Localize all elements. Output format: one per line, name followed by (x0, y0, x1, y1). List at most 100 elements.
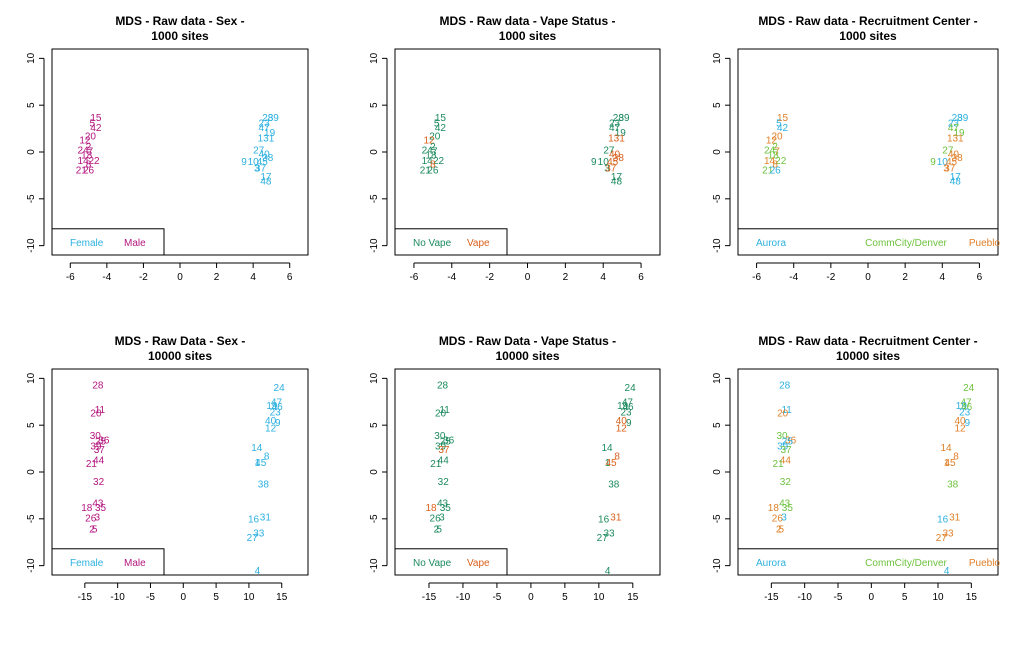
data-point-label: 10 (598, 157, 610, 168)
data-point-label: 27 (247, 533, 259, 544)
data-point-label: 3 (604, 163, 610, 174)
data-point-label: 14 (251, 443, 263, 454)
legend-entry: Female (70, 558, 104, 569)
data-point-label: 23 (959, 408, 971, 419)
data-point-label: 17 (260, 172, 272, 183)
data-point-label: 35 (95, 503, 107, 514)
data-point-label: 23 (948, 118, 960, 129)
y-tick-label: -10 (369, 558, 380, 573)
chart-panel-2: MDS - Raw data - Vape Status -1000 sites… (369, 14, 661, 283)
data-point-label: 46 (272, 402, 284, 413)
data-point-label: 18 (425, 150, 437, 161)
x-tick-label: 4 (250, 272, 256, 283)
chart-title: MDS - Raw data - Recruitment Center - (758, 14, 977, 28)
data-point-label: 37 (780, 445, 792, 456)
data-point-label: 21 (86, 459, 98, 470)
legend-box (394, 548, 508, 576)
data-point-label: 5 (776, 118, 782, 129)
data-point-label: 20 (771, 132, 783, 143)
data-point-label: 5 (436, 525, 442, 536)
data-point-label: 1 (605, 458, 611, 469)
plot-frame (51, 368, 309, 576)
data-point-label: 45 (607, 157, 619, 168)
data-point-label: 32 (780, 477, 792, 488)
x-tick-label: -2 (139, 272, 148, 283)
legend-entry: No Vape (413, 238, 452, 249)
chart-subtitle: 10000 sites (836, 349, 900, 363)
data-point-label: 4 (605, 566, 611, 577)
legend-entry: Vape (467, 558, 490, 569)
data-point-label: 9 (626, 418, 632, 429)
x-tick-label: 2 (214, 272, 220, 283)
data-point-label: 23 (270, 408, 282, 419)
x-tick-label: -2 (485, 272, 494, 283)
data-point-label: 26 (772, 513, 784, 524)
data-point-label: 21 (772, 459, 784, 470)
data-point-label: 3 (943, 163, 949, 174)
x-tick-label: 0 (528, 592, 534, 603)
data-point-label: 15 (777, 113, 789, 124)
legend-entry: Male (124, 238, 146, 249)
x-tick-label: 0 (177, 272, 183, 283)
data-point-label: 131 (258, 133, 275, 144)
data-point-label: 43 (437, 498, 449, 509)
y-tick-label: 5 (369, 422, 380, 428)
legend-box (51, 228, 165, 256)
x-tick-label: 0 (869, 592, 875, 603)
data-point-label: 131 (608, 133, 625, 144)
data-point-label: 28 (613, 113, 625, 124)
data-point-label: 19 (266, 401, 278, 412)
data-point-label: 14 (601, 443, 613, 454)
data-point-label: 27 (936, 533, 948, 544)
y-tick-label: 0 (712, 149, 723, 155)
x-tick-label: 15 (627, 592, 639, 603)
x-tick-label: 10 (243, 592, 255, 603)
y-tick-label: -5 (369, 194, 380, 203)
data-point-label: 11 (95, 405, 106, 416)
x-tick-label: -15 (422, 592, 437, 603)
data-point-label: 19 (264, 128, 276, 139)
data-point-label: 33 (942, 528, 954, 539)
x-tick-label: -6 (66, 272, 75, 283)
x-tick-label: 15 (966, 592, 978, 603)
y-tick-label: -10 (26, 558, 37, 573)
data-point-label: 3 (781, 512, 787, 523)
data-point-label: 40 (616, 416, 628, 427)
data-point-label: 21 (762, 165, 774, 176)
data-point-label: 27 (603, 146, 615, 157)
data-point-label: 22 (88, 156, 100, 167)
legend-box (394, 228, 508, 256)
data-point-label: 19 (615, 128, 627, 139)
data-point-label: 8 (86, 160, 92, 171)
x-tick-label: 15 (276, 592, 288, 603)
data-point-label: 3 (439, 512, 445, 523)
data-point-label: 31 (610, 512, 622, 523)
chart-panel-1: MDS - Raw data - Sex -1000 sites -6 -4 -2 0 2… (26, 14, 309, 283)
data-point-label: 7 (774, 147, 780, 158)
y-tick-label: 0 (26, 469, 37, 475)
data-point-label: 26 (430, 513, 442, 524)
data-point-label: 30 (776, 431, 788, 442)
data-point-label: 42 (777, 123, 789, 134)
x-tick-label: 6 (287, 272, 293, 283)
data-point-label: 30 (90, 431, 102, 442)
chart-subtitle: 1000 sites (839, 29, 897, 43)
data-point-label: 23 (609, 118, 621, 129)
x-tick-label: -4 (447, 272, 456, 283)
data-point-label: 45 (606, 458, 618, 469)
data-point-label: 9 (241, 157, 247, 168)
chart-subtitle: 1000 sites (151, 29, 209, 43)
data-point-label: 37 (944, 163, 956, 174)
data-point-label: 5 (434, 118, 440, 129)
data-point-label: 38 (613, 153, 625, 164)
legend-entry: Aurora (756, 558, 786, 569)
x-tick-label: -4 (102, 272, 111, 283)
y-tick-label: 10 (369, 52, 380, 64)
y-tick-label: -5 (369, 514, 380, 523)
legend-entry: No Vape (413, 558, 452, 569)
data-point-label: 2 (772, 142, 778, 153)
data-point-label: 20 (90, 409, 102, 420)
data-point-label: 47 (960, 397, 972, 408)
legend-box (737, 228, 999, 256)
data-point-label: 48 (611, 177, 623, 188)
